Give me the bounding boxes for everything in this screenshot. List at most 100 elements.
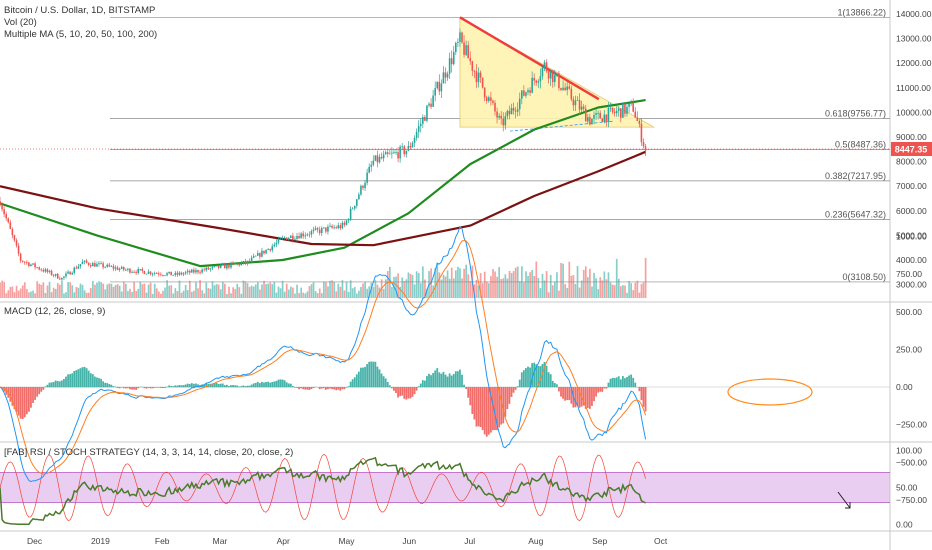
macd-histogram-bar [345,387,348,388]
candle-body [265,249,267,254]
macd-histogram-bar [300,387,303,389]
volume-bar [54,288,57,298]
date-tick-label: Apr [277,536,290,546]
macd-histogram-bar [238,386,241,388]
macd-histogram-bar [459,369,461,388]
volume-bar [442,274,445,298]
volume-legend[interactable]: Vol (20) [4,17,37,28]
candle-body [5,214,7,219]
macd-histogram-bar [79,368,82,388]
candle-body [110,266,113,268]
volume-bar [21,285,24,298]
volume-bar [323,281,325,298]
candle-body [401,146,403,148]
candle-body [498,115,500,118]
candlesticks [0,28,647,281]
candle-body [217,265,220,268]
candle-body [75,267,78,269]
volume-bar [382,288,385,298]
candle-body [488,97,490,102]
volume-bar [312,282,315,298]
macd-histogram-bar [430,375,432,388]
candle-body [543,62,546,68]
macd-legend[interactable]: MACD (12, 26, close, 9) [4,306,105,317]
ma-maroon-line [0,150,647,247]
volume-bar [560,263,562,298]
candle-body [52,275,55,276]
macd-histogram-bar [619,379,622,388]
macd-histogram-bar [221,383,224,388]
volume-bar [0,282,1,298]
candle-body [314,228,317,230]
candle-body [407,146,410,151]
volume-bar [500,279,503,298]
volume-bar [296,284,298,298]
macd-histogram-bar [353,377,356,388]
volume-bar [562,263,564,298]
macd-histogram-bar [83,366,86,388]
rsi-legend[interactable]: [FAB] RSI / STOCH STRATEGY (14, 3, 3, 14… [4,447,293,458]
volume-bar [597,289,600,298]
volume-bar [94,284,96,298]
candle-body [116,267,119,270]
candle-body [395,152,397,153]
axes: 14000.00 13000.00 12000.00 11000.00 10000.00… [27,9,932,546]
candle-body [580,106,583,110]
volume-bar [587,277,589,298]
candle-body [28,262,30,267]
volume-bar [461,278,463,298]
candle-body [96,263,98,267]
candle-body [182,273,185,275]
macd-histogram-bar [58,381,61,388]
volume-bar [178,280,181,298]
macd-histogram-bar [366,364,369,388]
macd-histogram-bar [143,387,146,389]
macd-histogram-bar [281,379,284,388]
volume-bar [568,261,571,298]
macd-histogram-bar [273,381,276,388]
candle-body [122,266,125,270]
candle-body [228,264,230,268]
candle-body [591,118,593,125]
candle-body [417,126,420,132]
date-tick-label: Oct [654,536,668,546]
macd-histogram-bar [322,387,325,389]
macd-histogram-bar [225,384,228,388]
candle-body [133,271,135,273]
macd-histogram-bar [312,387,315,389]
candle-body [180,272,183,275]
macd-histogram-bar [36,387,39,397]
candle-body [380,156,383,159]
volume-bar [327,286,329,298]
macd-histogram-bar [514,387,517,390]
volume-bar [92,280,94,298]
candle-body [112,266,115,269]
macd-histogram-bar [611,377,614,388]
candle-body [61,277,63,280]
macd-histogram-bar [137,387,140,389]
volume-bar [302,292,305,298]
macd-histogram-bar [407,387,410,399]
macd-histogram-bar [289,383,292,388]
candle-body [81,261,84,265]
macd-histogram-bar [77,369,80,388]
macd-histogram-bar [518,379,521,388]
macd-histogram-bar [54,380,57,388]
volume-bar [580,280,583,298]
macd-histogram-bar [357,371,360,388]
candle-body [174,272,177,275]
volume-bar [67,281,69,298]
volume-bar [149,282,152,298]
volume-bar [510,273,513,298]
macd-histogram-bar [570,387,573,404]
ma-legend[interactable]: Multiple MA (5, 10, 20, 50, 100, 200) [4,29,157,40]
candle-body [444,72,447,78]
macd-histogram-bar [98,378,100,388]
macd-tick-label: −250.00 [896,420,927,430]
macd-histogram-bar [438,372,441,388]
candle-body [560,88,562,90]
symbol-title[interactable]: Bitcoin / U.S. Dollar, 1D, BITSTAMP [4,5,155,16]
macd-histogram-bar [492,387,494,431]
macd-histogram-bar [502,387,505,424]
